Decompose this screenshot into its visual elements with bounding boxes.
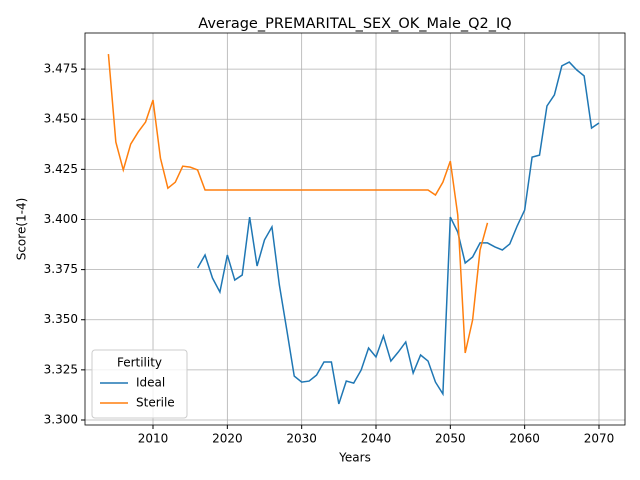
- y-tick-label: 3.475: [44, 62, 78, 76]
- series-line: [107, 53, 489, 354]
- x-tick-label: 2020: [212, 432, 243, 446]
- chart-title: Average_PREMARITAL_SEX_OK_Male_Q2_IQ: [198, 16, 511, 32]
- y-axis-label: Score(1-4): [15, 198, 29, 261]
- y-tick-label: 3.325: [44, 362, 78, 376]
- x-axis-label: Years: [338, 451, 371, 465]
- legend-box: [91, 349, 188, 419]
- y-tick-label: 3.300: [44, 412, 78, 426]
- x-tick-label: 2060: [509, 432, 540, 446]
- y-tick-label: 3.425: [44, 162, 78, 176]
- x-tick-label: 2030: [286, 432, 317, 446]
- series-line: [196, 61, 600, 405]
- y-tick-label: 3.375: [44, 262, 78, 276]
- x-tick-label: 2010: [138, 432, 169, 446]
- y-tick-label: 3.400: [44, 212, 78, 226]
- y-tick-label: 3.350: [44, 312, 78, 326]
- x-tick-label: 2050: [435, 432, 466, 446]
- y-tick-label: 3.450: [44, 112, 78, 126]
- x-tick-label: 2070: [584, 432, 615, 446]
- legend: Fertility Ideal Sterile: [91, 349, 188, 419]
- legend-label: Ideal: [136, 376, 165, 390]
- legend-title: Fertility: [117, 356, 162, 370]
- plot-frame: [84, 32, 626, 426]
- x-tick-label: 2040: [361, 432, 392, 446]
- legend-label: Sterile: [136, 396, 175, 410]
